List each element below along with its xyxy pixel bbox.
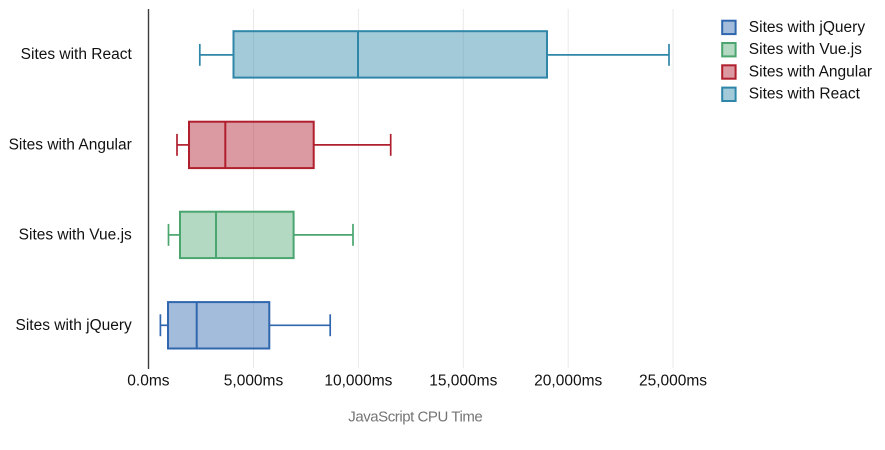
svg-text:Sites with jQuery: Sites with jQuery (749, 19, 866, 36)
svg-text:20,000ms: 20,000ms (534, 373, 602, 390)
svg-text:Sites with React: Sites with React (749, 86, 861, 103)
svg-text:Sites with Angular: Sites with Angular (749, 63, 872, 80)
svg-text:Sites with jQuery: Sites with jQuery (16, 317, 133, 334)
svg-text:JavaScript CPU Time: JavaScript CPU Time (348, 408, 482, 425)
svg-text:15,000ms: 15,000ms (429, 373, 497, 390)
svg-text:Sites with Vue.js: Sites with Vue.js (749, 41, 862, 58)
svg-text:10,000ms: 10,000ms (324, 373, 392, 390)
svg-text:5,000ms: 5,000ms (224, 373, 284, 390)
svg-text:Sites with Vue.js: Sites with Vue.js (19, 226, 132, 243)
svg-text:Sites with React: Sites with React (21, 46, 133, 63)
svg-text:Sites with Angular: Sites with Angular (9, 136, 132, 153)
svg-text:25,000ms: 25,000ms (639, 373, 707, 390)
svg-text:0.0ms: 0.0ms (127, 373, 169, 390)
